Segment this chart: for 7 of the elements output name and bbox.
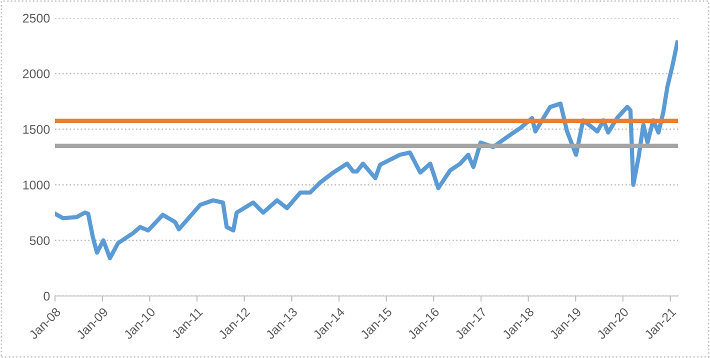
y-tick-label: 500 — [30, 236, 50, 246]
y-tick-label: 1500 — [23, 125, 50, 134]
y-tick-label: 1000 — [23, 180, 50, 190]
y-tick-label: 2500 — [22, 14, 50, 23]
y-tick-label: 2000 — [22, 69, 50, 78]
y-tick-label: 0 — [44, 292, 50, 301]
line-series — [55, 40, 678, 260]
